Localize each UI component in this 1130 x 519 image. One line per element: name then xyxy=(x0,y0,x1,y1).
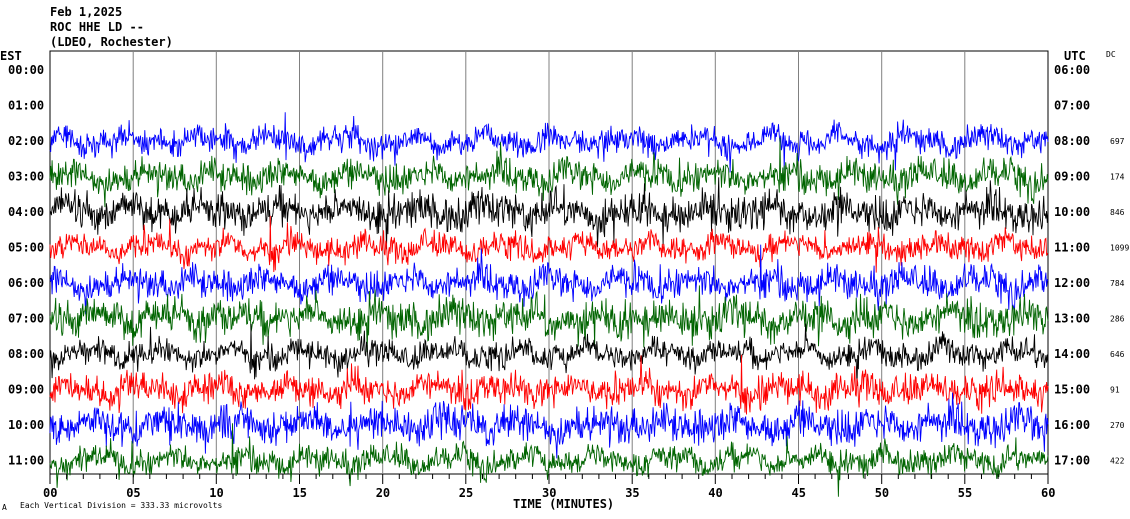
dc-value: 846 xyxy=(1110,208,1125,217)
utc-hour-label: 10:00 xyxy=(1054,205,1090,219)
x-tick-label: 00 xyxy=(43,486,57,500)
dc-heading: DC xyxy=(1106,50,1116,59)
x-tick-label: 45 xyxy=(792,486,806,500)
trace-line xyxy=(49,354,1049,415)
est-hour-label: 08:00 xyxy=(8,347,44,361)
dc-value: 422 xyxy=(1110,457,1125,466)
trace-line xyxy=(49,137,1049,208)
utc-heading: UTC xyxy=(1064,49,1086,63)
dc-value: 286 xyxy=(1110,315,1125,324)
trace-line xyxy=(49,285,1049,353)
trace-line xyxy=(49,392,1049,459)
network-name: (LDEO, Rochester) xyxy=(50,35,173,49)
utc-hour-label: 06:00 xyxy=(1054,63,1090,77)
est-hour-label: 11:00 xyxy=(8,454,44,468)
dc-value: 174 xyxy=(1110,173,1125,182)
est-hour-label: 07:00 xyxy=(8,312,44,326)
est-heading: EST xyxy=(0,49,22,63)
utc-hour-label: 15:00 xyxy=(1054,383,1090,397)
trace-line xyxy=(49,244,1049,315)
x-tick-label: 55 xyxy=(958,486,972,500)
dc-value: 697 xyxy=(1110,137,1125,146)
utc-hour-label: 12:00 xyxy=(1054,276,1090,290)
dc-value: 91 xyxy=(1110,386,1120,395)
trace-line xyxy=(49,177,1049,250)
x-tick-label: 60 xyxy=(1041,486,1055,500)
dc-value: 1099 xyxy=(1110,244,1129,253)
grid-lines xyxy=(132,51,966,474)
utc-hour-label: 13:00 xyxy=(1054,312,1090,326)
x-axis-ticks: 00 05 10 15 20 25 30 35 40 45 50 55 60 xyxy=(43,474,1055,500)
est-hour-label: 01:00 xyxy=(8,99,44,113)
scale-footnote: Each Vertical Division = 333.33 microvol… xyxy=(20,501,222,510)
x-tick-label: 40 xyxy=(708,486,722,500)
est-hour-label: 05:00 xyxy=(8,241,44,255)
x-tick-label: 10 xyxy=(209,486,223,500)
est-hour-label: 06:00 xyxy=(8,276,44,290)
est-hour-label: 00:00 xyxy=(8,63,44,77)
dc-value: 784 xyxy=(1110,279,1125,288)
trace-line xyxy=(49,423,1049,497)
utc-hour-label: 17:00 xyxy=(1054,454,1090,468)
est-hour-label: 10:00 xyxy=(8,418,44,432)
x-tick-label: 25 xyxy=(459,486,473,500)
trace-line xyxy=(49,215,1049,273)
trace-line xyxy=(49,323,1049,387)
est-hour-label: 09:00 xyxy=(8,383,44,397)
x-tick-label: 15 xyxy=(293,486,307,500)
utc-hour-label: 09:00 xyxy=(1054,170,1090,184)
dc-value: 646 xyxy=(1110,350,1125,359)
station-code: ROC HHE LD -- xyxy=(50,20,144,34)
utc-hour-label: 07:00 xyxy=(1054,99,1090,113)
x-tick-label: 35 xyxy=(625,486,639,500)
est-hour-label: 02:00 xyxy=(8,134,44,148)
est-hour-label: 03:00 xyxy=(8,170,44,184)
record-date: Feb 1,2025 xyxy=(50,5,122,19)
x-tick-label: 05 xyxy=(126,486,140,500)
seismic-traces xyxy=(49,112,1049,497)
utc-hour-label: 14:00 xyxy=(1054,347,1090,361)
corner-mark: A xyxy=(2,503,7,512)
trace-line xyxy=(49,112,1049,173)
utc-hour-label: 16:00 xyxy=(1054,418,1090,432)
utc-hour-label: 08:00 xyxy=(1054,134,1090,148)
x-tick-label: 20 xyxy=(376,486,390,500)
hour-labels: 00:00 06:00 01:00 07:00 02:00 08:00 697 03:00 09… xyxy=(8,63,1129,468)
est-hour-label: 04:00 xyxy=(8,205,44,219)
x-axis-title: TIME (MINUTES) xyxy=(513,497,614,511)
dc-value: 270 xyxy=(1110,421,1125,430)
x-tick-label: 50 xyxy=(875,486,889,500)
utc-hour-label: 11:00 xyxy=(1054,241,1090,255)
x-tick-label: 30 xyxy=(542,486,556,500)
